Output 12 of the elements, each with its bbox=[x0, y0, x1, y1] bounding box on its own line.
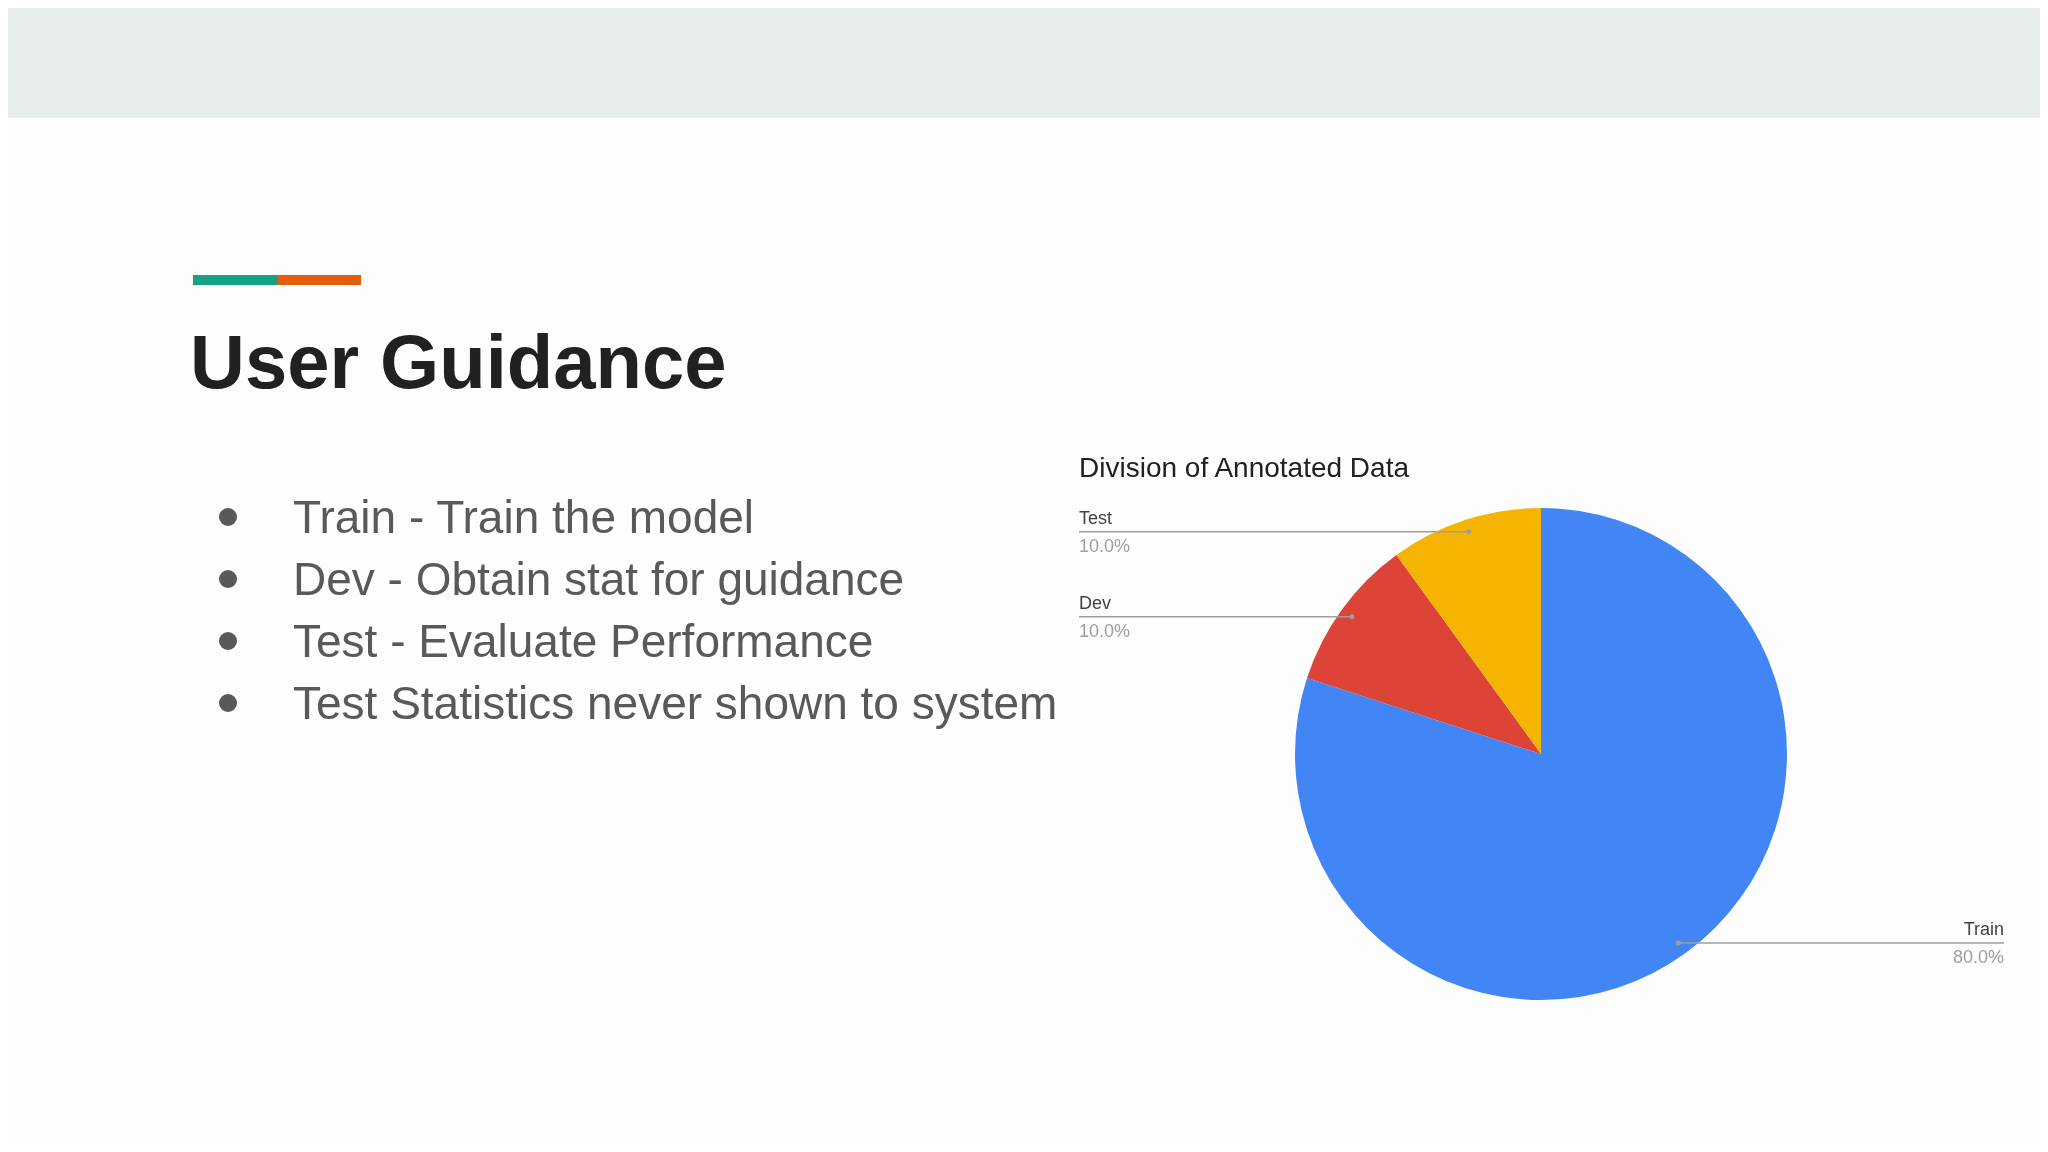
slice-label: Train bbox=[1963, 919, 2004, 940]
text: Test Statistics never shown to system bbox=[293, 677, 1058, 729]
text: User Guidance bbox=[190, 318, 727, 405]
text: Train - Train the model bbox=[293, 491, 755, 543]
text: Test - Evaluate Performance bbox=[293, 615, 874, 667]
data-label: 80.0% bbox=[1952, 947, 2004, 968]
text: Dev - Obtain stat for guidance bbox=[293, 553, 905, 605]
slice-label: Dev bbox=[1079, 592, 1112, 613]
chart-subtitle: Division of Annotated Data bbox=[1079, 452, 1409, 484]
data-label: 10.0% bbox=[1079, 535, 1131, 556]
data-label: 10.0% bbox=[1079, 620, 1131, 641]
slice-label: Test bbox=[1079, 507, 1113, 528]
